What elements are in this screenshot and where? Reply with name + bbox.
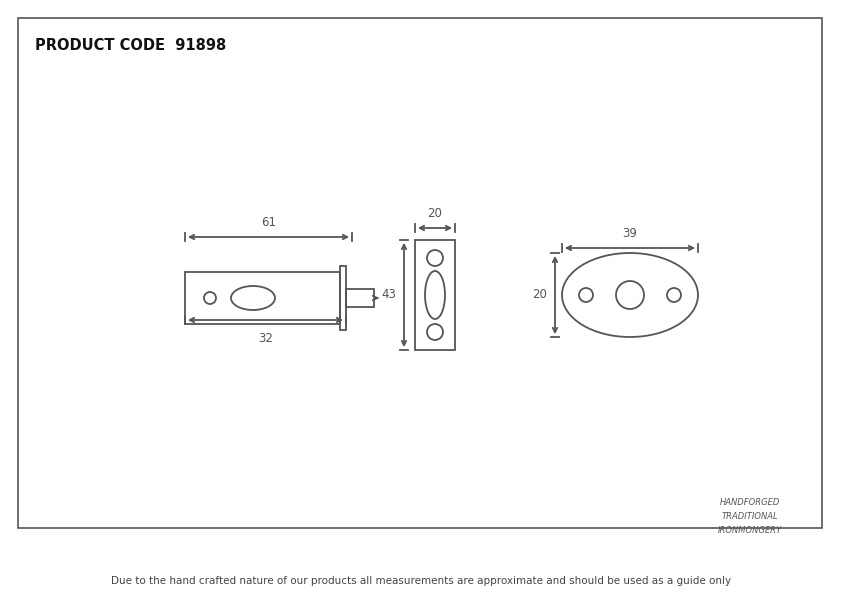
Text: 20: 20 <box>532 288 547 302</box>
Text: 43: 43 <box>381 288 396 302</box>
Bar <box>340 266 346 330</box>
Text: HANDFORGED: HANDFORGED <box>720 498 781 507</box>
Bar <box>415 240 455 350</box>
Text: 32: 32 <box>258 332 273 345</box>
Text: PRODUCT CODE  91898: PRODUCT CODE 91898 <box>35 38 226 52</box>
Text: 39: 39 <box>622 227 637 240</box>
Text: TRADITIONAL: TRADITIONAL <box>722 512 778 521</box>
Text: 61: 61 <box>261 216 276 229</box>
Text: IRONMONGERY: IRONMONGERY <box>718 526 782 535</box>
Text: Due to the hand crafted nature of our products all measurements are approximate : Due to the hand crafted nature of our pr… <box>111 576 731 586</box>
Bar <box>185 272 340 324</box>
Bar <box>346 289 374 307</box>
Bar <box>18 18 822 528</box>
Text: 20: 20 <box>428 207 442 220</box>
